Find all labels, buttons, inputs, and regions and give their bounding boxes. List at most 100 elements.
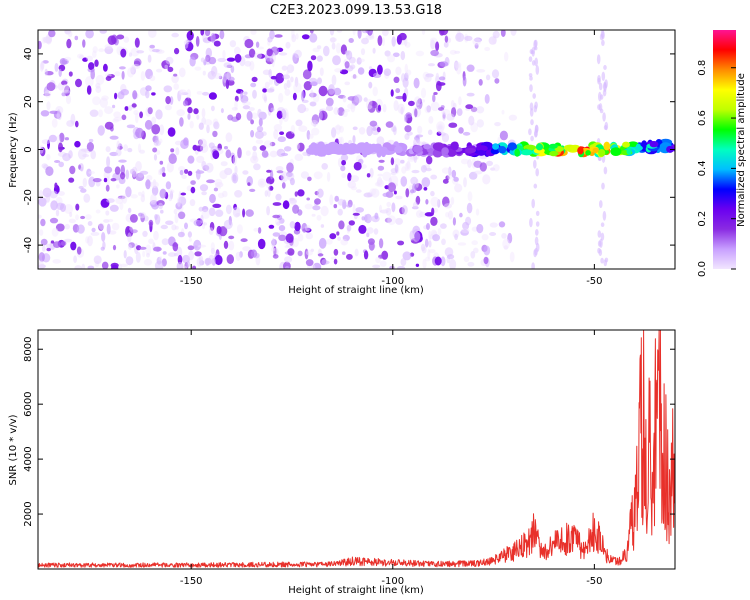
heatmap-cell [107,218,114,223]
heatmap-cell [223,240,229,249]
heatmap-cell [534,131,538,138]
heatmap-cell [437,228,442,236]
heatmap-cell [467,191,473,202]
tick-label: -150 [180,276,203,287]
tick-label: 0.0 [697,261,708,277]
heatmap-cell [292,92,297,101]
heatmap-cell [492,143,500,150]
heatmap-cell [311,264,316,269]
heatmap-cell [109,135,119,140]
heatmap-cell [289,177,295,186]
heatmap-cell [82,39,86,48]
heatmap-cell [393,76,400,84]
heatmap-cell [194,66,202,71]
heatmap-cell [337,94,346,99]
heatmap-cell [275,193,282,201]
heatmap-cell [406,160,411,170]
heatmap-cell [164,104,172,111]
heatmap-cell [430,174,438,180]
heatmap-cell [47,139,50,150]
heatmap-cell [129,214,138,223]
heatmap-cell [226,57,236,62]
heatmap-cell [535,143,544,151]
heatmap-cell [284,88,291,96]
heatmap-cell [261,150,269,158]
spectrogram-heatmap [38,30,675,269]
heatmap-cell [48,134,58,143]
heatmap-cell [346,204,353,208]
heatmap-cell [57,109,61,120]
heatmap-cell [295,119,303,127]
heatmap-cell [216,225,222,235]
heatmap-cell [601,71,606,82]
heatmap-cell [203,222,208,226]
heatmap-cell [597,247,601,254]
spectrogram-x-label: Height of straight line (km) [288,285,424,296]
heatmap-cell [379,209,389,214]
heatmap-cell [206,179,215,184]
heatmap-cell [195,169,201,180]
heatmap-cell [174,225,179,230]
heatmap-cell [348,220,355,226]
heatmap-cell [321,163,329,170]
tick-label: -50 [586,576,602,587]
heatmap-cell [211,65,218,77]
heatmap-cell [195,145,204,150]
heatmap-cell [444,203,452,209]
heatmap-cell [139,111,144,119]
heatmap-cell [190,180,196,186]
heatmap-cell [286,242,295,248]
heatmap-cell [310,55,317,61]
heatmap-cell [92,96,101,106]
heatmap-cell [95,85,102,94]
heatmap-cell [208,227,214,236]
heatmap-cell [186,89,191,99]
heatmap-cell [158,256,163,261]
heatmap-cell [145,244,152,256]
heatmap-cell [426,105,432,113]
heatmap-cell [222,190,228,198]
colorbar-gradient [713,30,736,269]
heatmap-cell [242,208,246,218]
heatmap-cell [601,182,605,190]
heatmap-cell [259,180,264,186]
heatmap-cell [155,109,163,120]
heatmap-cell [80,215,86,220]
heatmap-cell [266,205,270,216]
heatmap-cell [160,209,164,214]
heatmap-cell [434,256,442,266]
heatmap-cell [442,196,450,208]
heatmap-cell [38,197,47,207]
heatmap-cell [49,190,58,199]
heatmap-cell [232,155,237,166]
heatmap-cell [476,149,486,156]
heatmap-cell [335,124,341,135]
heatmap-cell [213,187,218,192]
heatmap-cell [150,181,159,188]
heatmap-cell [252,145,257,151]
heatmap-cell [361,216,365,221]
heatmap-cell [507,232,513,244]
heatmap-cell [297,189,305,197]
heatmap-cell [466,92,475,97]
heatmap-cell [74,35,79,41]
heatmap-cell [250,82,257,88]
heatmap-cell [175,147,180,156]
heatmap-cell [170,148,175,153]
heatmap-cell [249,188,256,192]
heatmap-cell [400,258,407,267]
heatmap-cell [333,248,339,256]
tick-label: 8000 [23,337,34,362]
heatmap-cell [462,221,470,230]
heatmap-cell [474,37,482,43]
heatmap-cell [306,130,311,140]
heatmap-cell [91,227,96,233]
heatmap-cell [535,229,539,236]
heatmap-cell [442,111,446,121]
heatmap-cell [319,67,324,76]
heatmap-cell [401,73,406,83]
heatmap-cell [152,147,158,153]
heatmap-cell [180,139,189,150]
heatmap-cell [194,245,198,249]
heatmap-cell [159,188,167,199]
